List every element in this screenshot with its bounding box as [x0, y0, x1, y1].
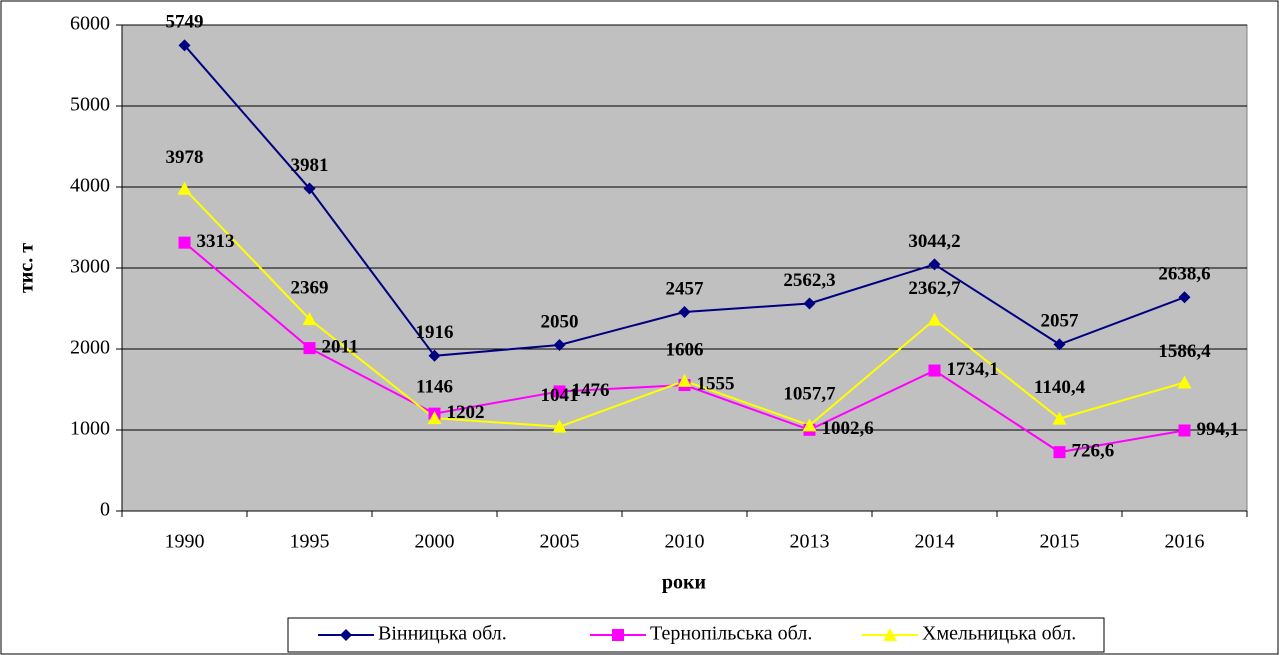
marker [178, 236, 191, 249]
value-label: 1041 [541, 385, 579, 406]
marker [802, 418, 817, 432]
value-label: 1606 [666, 339, 704, 360]
marker [1052, 411, 1067, 425]
y-tick-label: 0 [100, 499, 110, 521]
marker [552, 419, 567, 433]
value-label: 726,6 [1072, 441, 1115, 462]
y-tick-label: 4000 [70, 175, 110, 197]
marker [928, 258, 941, 271]
y-tick-label: 3000 [70, 256, 110, 278]
value-label: 1476 [572, 380, 610, 401]
value-label: 1555 [697, 373, 735, 394]
marker [1053, 446, 1066, 459]
marker [1177, 375, 1192, 389]
value-label: 1586,4 [1158, 341, 1211, 362]
legend [287, 617, 1105, 653]
marker [302, 312, 317, 326]
value-label: 1057,7 [783, 384, 836, 405]
value-label: 1734,1 [947, 359, 999, 380]
marker [553, 338, 566, 351]
marker [303, 182, 316, 195]
value-label: 2050 [541, 311, 579, 332]
value-label: 1146 [416, 377, 453, 398]
legend-label: Тернопільська обл. [650, 623, 812, 645]
value-label: 1002,6 [822, 418, 874, 439]
value-label: 2057 [1041, 311, 1080, 332]
x-tick-label: 2005 [540, 531, 580, 553]
value-label: 2638,6 [1158, 264, 1210, 285]
value-label: 2457 [666, 278, 705, 299]
y-tick-label: 5000 [70, 94, 110, 116]
value-label: 5749 [166, 12, 204, 33]
marker [428, 349, 441, 362]
marker [678, 305, 691, 318]
marker [803, 297, 816, 310]
marker [427, 411, 442, 425]
legend-label: Хмельницька обл. [922, 623, 1076, 645]
y-tick-label: 6000 [70, 13, 110, 35]
value-label: 3313 [197, 231, 235, 252]
x-tick-label: 2010 [665, 531, 705, 553]
marker [927, 312, 942, 326]
x-tick-label: 2016 [1165, 531, 1205, 553]
value-label: 2369 [291, 277, 329, 298]
marker [553, 385, 566, 398]
marker [178, 39, 191, 52]
legend-marker [883, 628, 897, 641]
legend-marker [612, 629, 624, 641]
value-label: 3978 [166, 147, 204, 168]
value-label: 2011 [322, 336, 359, 357]
marker [928, 364, 941, 377]
y-tick-label: 2000 [70, 337, 110, 359]
marker [1178, 291, 1191, 304]
value-label: 1202 [447, 402, 485, 423]
y-tick-label: 1000 [70, 418, 110, 440]
x-tick-label: 2014 [915, 531, 955, 553]
x-tick-label: 1990 [165, 531, 205, 553]
marker [677, 373, 692, 387]
value-label: 3981 [291, 155, 329, 176]
marker [1053, 338, 1066, 351]
legend-label: Вінницька обл. [378, 623, 507, 645]
value-label: 1140,4 [1034, 377, 1086, 398]
marker [303, 342, 316, 355]
value-label: 2562,3 [783, 270, 835, 291]
legend-marker [340, 629, 352, 641]
value-label: 1916 [416, 322, 454, 343]
x-tick-label: 1995 [290, 531, 330, 553]
value-label: 3044,2 [908, 231, 960, 252]
value-label: 994,1 [1197, 419, 1240, 440]
marker [177, 181, 192, 195]
marker [1178, 424, 1191, 437]
x-tick-label: 2015 [1040, 531, 1080, 553]
x-axis-title: роки [662, 572, 706, 594]
x-tick-label: 2000 [415, 531, 455, 553]
y-axis-title: тис. т [16, 243, 38, 293]
value-label: 2362,7 [908, 278, 961, 299]
x-tick-label: 2013 [790, 531, 830, 553]
